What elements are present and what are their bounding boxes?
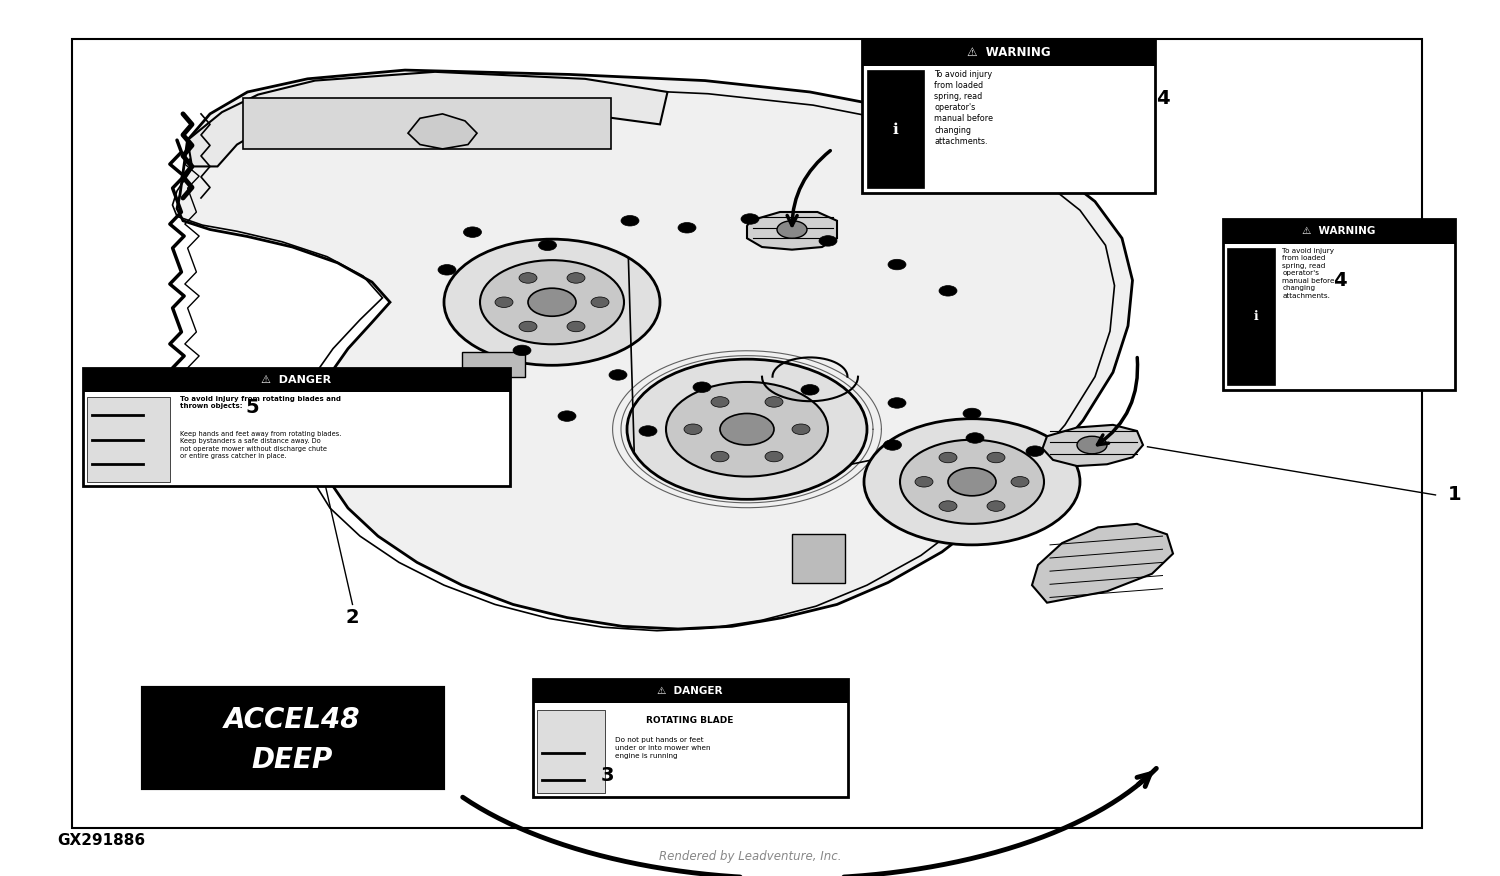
Text: ⚠  DANGER: ⚠ DANGER — [657, 686, 723, 696]
Circle shape — [888, 398, 906, 408]
Circle shape — [915, 477, 933, 487]
Circle shape — [765, 397, 783, 407]
Circle shape — [966, 433, 984, 443]
Circle shape — [741, 214, 759, 224]
Circle shape — [693, 382, 711, 392]
Text: GX291886: GX291886 — [57, 833, 146, 849]
Text: 5: 5 — [244, 398, 260, 417]
Circle shape — [765, 451, 783, 462]
Bar — [1222, 219, 1455, 244]
Text: 4: 4 — [1155, 88, 1170, 108]
Circle shape — [948, 468, 996, 496]
Polygon shape — [177, 70, 1132, 629]
Circle shape — [480, 260, 624, 344]
Text: DEEP: DEEP — [252, 746, 333, 774]
Circle shape — [801, 385, 819, 395]
Text: Do not put hands or feet
under or into mower when
engine is running: Do not put hands or feet under or into m… — [615, 737, 711, 759]
Circle shape — [777, 221, 807, 238]
Circle shape — [609, 370, 627, 380]
Circle shape — [627, 359, 867, 499]
Bar — [82, 368, 510, 392]
Text: ⚠  DANGER: ⚠ DANGER — [261, 375, 332, 385]
Circle shape — [468, 391, 486, 401]
Text: 1: 1 — [1448, 485, 1461, 505]
Bar — [792, 534, 844, 583]
Circle shape — [567, 321, 585, 332]
Circle shape — [567, 272, 585, 283]
Polygon shape — [408, 114, 477, 149]
Text: 2: 2 — [345, 608, 360, 627]
Bar — [537, 710, 604, 793]
Circle shape — [864, 419, 1080, 545]
Bar — [532, 679, 848, 797]
Circle shape — [678, 223, 696, 233]
Circle shape — [591, 297, 609, 307]
Circle shape — [438, 265, 456, 275]
Polygon shape — [1032, 524, 1173, 603]
Bar — [87, 397, 170, 482]
Polygon shape — [308, 390, 417, 436]
Circle shape — [939, 286, 957, 296]
Text: Rendered by Leadventure, Inc.: Rendered by Leadventure, Inc. — [658, 851, 842, 863]
Circle shape — [711, 397, 729, 407]
Circle shape — [528, 288, 576, 316]
Circle shape — [350, 403, 386, 424]
Circle shape — [621, 215, 639, 226]
Circle shape — [558, 411, 576, 421]
Circle shape — [819, 236, 837, 246]
Circle shape — [963, 408, 981, 419]
Bar — [862, 39, 1155, 193]
Text: ℹ: ℹ — [892, 122, 898, 137]
Circle shape — [464, 227, 482, 237]
Circle shape — [720, 413, 774, 445]
Bar — [82, 368, 510, 486]
Text: ACCEL48: ACCEL48 — [225, 706, 360, 734]
Circle shape — [1011, 477, 1029, 487]
Text: LEADVENTURE: LEADVENTURE — [602, 426, 897, 459]
Text: 3: 3 — [600, 766, 615, 785]
Bar — [462, 352, 525, 377]
Bar — [862, 39, 1155, 66]
Text: 4: 4 — [1332, 271, 1347, 290]
Bar — [532, 679, 848, 703]
Circle shape — [639, 426, 657, 436]
Bar — [142, 688, 442, 788]
Text: Keep hands and feet away from rotating blades.
Keep bystanders a safe distance a: Keep hands and feet away from rotating b… — [180, 431, 342, 460]
Text: ℹ: ℹ — [1252, 310, 1258, 323]
Circle shape — [987, 452, 1005, 463]
Polygon shape — [1042, 425, 1143, 466]
Text: To avoid injury
from loaded
spring, read
operator's
manual before
changing
attac: To avoid injury from loaded spring, read… — [1282, 248, 1335, 299]
Bar — [243, 98, 610, 149]
Circle shape — [519, 321, 537, 332]
Polygon shape — [747, 212, 837, 250]
Circle shape — [495, 297, 513, 307]
Text: ROTATING BLADE: ROTATING BLADE — [646, 716, 734, 724]
Polygon shape — [188, 72, 668, 166]
Circle shape — [444, 239, 660, 365]
Bar — [1227, 248, 1275, 385]
Circle shape — [888, 259, 906, 270]
Text: To avoid injury from rotating blades and
thrown objects:: To avoid injury from rotating blades and… — [180, 396, 340, 409]
Circle shape — [1026, 446, 1044, 456]
Bar — [1222, 219, 1455, 390]
Text: ⚠  WARNING: ⚠ WARNING — [968, 46, 1050, 59]
Circle shape — [939, 452, 957, 463]
Text: ⚠  WARNING: ⚠ WARNING — [1302, 226, 1376, 237]
Circle shape — [538, 240, 556, 251]
Circle shape — [711, 451, 729, 462]
Bar — [867, 70, 924, 188]
Circle shape — [900, 440, 1044, 524]
Circle shape — [1077, 436, 1107, 454]
Circle shape — [792, 424, 810, 434]
Circle shape — [513, 345, 531, 356]
Circle shape — [939, 501, 957, 512]
Circle shape — [884, 440, 902, 450]
Circle shape — [666, 382, 828, 477]
Circle shape — [987, 501, 1005, 512]
Circle shape — [519, 272, 537, 283]
Circle shape — [684, 424, 702, 434]
Text: To avoid injury
from loaded
spring, read
operator's
manual before
changing
attac: To avoid injury from loaded spring, read… — [934, 70, 993, 145]
